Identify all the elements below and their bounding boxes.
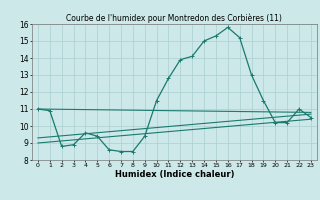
X-axis label: Humidex (Indice chaleur): Humidex (Indice chaleur) — [115, 170, 234, 179]
Title: Courbe de l'humidex pour Montredon des Corbières (11): Courbe de l'humidex pour Montredon des C… — [67, 14, 282, 23]
